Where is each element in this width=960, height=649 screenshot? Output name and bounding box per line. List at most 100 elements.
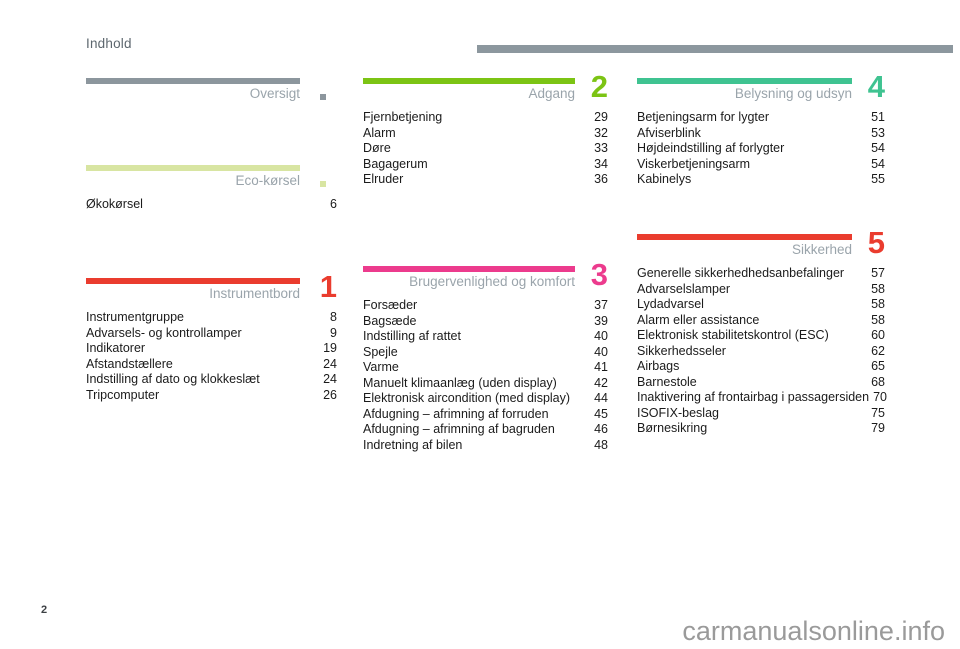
toc-item[interactable]: Tripcomputer 26 <box>86 388 337 404</box>
section-title: Eco-kørsel <box>235 173 300 188</box>
toc-item[interactable]: Højdeindstilling af forlygter 54 <box>637 141 885 157</box>
toc-item-title: Airbags <box>637 359 680 373</box>
toc-item-page: 26 <box>323 387 337 402</box>
toc-item-page: 65 <box>871 359 885 373</box>
section-color-bar <box>637 234 852 240</box>
section-number: 1 <box>319 269 337 304</box>
section-belysning-og-udsyn: 4 Belysning og udsyn Betjeningsarm for l… <box>637 71 885 188</box>
toc-item-title: Advarselslamper <box>637 281 731 296</box>
toc-item[interactable]: Varme 41 <box>363 360 608 376</box>
toc-item-page: 60 <box>871 328 885 342</box>
section-color-bar <box>363 78 575 84</box>
toc-item[interactable]: Elruder 36 <box>363 172 608 188</box>
toc-item-title: Elruder <box>363 172 404 186</box>
toc-item-page: 9 <box>330 325 337 340</box>
toc-item-page: 53 <box>871 125 885 140</box>
toc-item-page: 58 <box>871 281 885 296</box>
toc-item[interactable]: Afdugning – afrimning af forruden 45 <box>363 407 608 423</box>
toc-item[interactable]: Indikatorer 19 <box>86 341 337 357</box>
toc-item-title: Kabinelys <box>637 172 692 186</box>
toc-item[interactable]: Elektronisk stabilitetskontrol (ESC) 60 <box>637 328 885 344</box>
toc-item[interactable]: Kabinelys 55 <box>637 172 885 188</box>
toc-item[interactable]: Airbags 65 <box>637 359 885 375</box>
toc-item-page: 6 <box>330 197 337 211</box>
section-eco-korsel: Eco-kørsel Økokørsel 6 <box>86 165 337 213</box>
toc-item-page: 32 <box>594 125 608 140</box>
toc-item-page: 46 <box>594 422 608 436</box>
toc-item[interactable]: Betjeningsarm for lygter 51 <box>637 110 885 126</box>
toc-item-title: Generelle sikkerhedhedsanbefalinger <box>637 266 845 280</box>
toc-item-title: Fjernbetjening <box>363 110 443 124</box>
toc-item[interactable]: Advarsels- og kontrollamper 9 <box>86 326 337 342</box>
toc-item-page: 36 <box>594 172 608 186</box>
toc-item-page: 33 <box>594 141 608 155</box>
toc-item-title: Manuelt klimaanlæg (uden display) <box>363 375 557 390</box>
toc-item[interactable]: Børnesikring 79 <box>637 421 885 437</box>
toc-item[interactable]: Afviserblink 53 <box>637 126 885 142</box>
section-color-bar <box>86 165 300 171</box>
toc-item-title: Indikatorer <box>86 341 146 355</box>
toc-item[interactable]: Afdugning – afrimning af bagruden 46 <box>363 422 608 438</box>
toc-item[interactable]: Spejle 40 <box>363 345 608 361</box>
toc-item-title: Børnesikring <box>637 421 708 435</box>
toc-item[interactable]: Inaktivering af frontairbag i passagersi… <box>637 390 887 406</box>
toc-item[interactable]: Afstandstællere 24 <box>86 357 337 373</box>
section-color-bar <box>86 78 300 84</box>
toc-item[interactable]: Forsæder 37 <box>363 298 608 314</box>
section-color-bar <box>637 78 852 84</box>
toc-item[interactable]: Viskerbetjeningsarm 54 <box>637 157 885 173</box>
section-sikkerhed: 5 Sikkerhed Generelle sikkerhedhedsanbef… <box>637 227 887 437</box>
toc-item-title: Afviserblink <box>637 125 701 140</box>
toc-item[interactable]: Instrumentgruppe 8 <box>86 310 337 326</box>
toc-item-page: 40 <box>594 344 608 359</box>
toc-item[interactable]: Døre 33 <box>363 141 608 157</box>
toc-item[interactable]: Indretning af bilen 48 <box>363 438 608 454</box>
toc-item[interactable]: Elektronisk aircondition (med display) 4… <box>363 391 608 407</box>
section-title: Belysning og udsyn <box>734 86 852 101</box>
toc-item[interactable]: Bagsæde 39 <box>363 314 608 330</box>
toc-item-page: 24 <box>323 372 337 386</box>
toc-item-page: 45 <box>594 406 608 421</box>
toc-item-page: 62 <box>871 343 885 358</box>
toc-item-page: 41 <box>594 360 608 374</box>
toc-item-title: Døre <box>363 141 391 155</box>
toc-item[interactable]: Manuelt klimaanlæg (uden display) 42 <box>363 376 608 392</box>
toc-item-page: 79 <box>871 421 885 435</box>
toc-item-title: Sikkerhedsseler <box>637 343 726 358</box>
toc-item[interactable]: Indstilling af rattet 40 <box>363 329 608 345</box>
toc-item-page: 75 <box>871 405 885 420</box>
toc-item-title: Elektronisk stabilitetskontrol (ESC) <box>637 328 829 342</box>
toc-item[interactable]: Barnestole 68 <box>637 375 885 391</box>
toc-list: Betjeningsarm for lygter 51 Afviserblink… <box>637 110 885 188</box>
page-title: Indhold <box>86 36 132 51</box>
toc-item-page: 37 <box>594 298 608 312</box>
section-bullet-square <box>320 181 326 187</box>
toc-list: Generelle sikkerhedhedsanbefalinger 57 A… <box>637 266 887 437</box>
toc-item[interactable]: Indstilling af dato og klokkeslæt 24 <box>86 372 337 388</box>
toc-item-page: 40 <box>594 329 608 343</box>
toc-item-page: 8 <box>330 310 337 324</box>
toc-item[interactable]: Lydadvarsel 58 <box>637 297 885 313</box>
section-color-bar <box>86 278 300 284</box>
section-title: Oversigt <box>249 86 300 101</box>
toc-item-title: ISOFIX-beslag <box>637 405 719 420</box>
toc-item[interactable]: Generelle sikkerhedhedsanbefalinger 57 <box>637 266 885 282</box>
section-title: Adgang <box>528 86 575 101</box>
toc-item[interactable]: Økokørsel 6 <box>86 197 337 213</box>
toc-item[interactable]: Fjernbetjening 29 <box>363 110 608 126</box>
toc-item[interactable]: Advarselslamper 58 <box>637 282 885 298</box>
toc-list: Instrumentgruppe 8 Advarsels- og kontrol… <box>86 310 337 403</box>
toc-item-page: 42 <box>594 375 608 390</box>
toc-item-page: 57 <box>871 266 885 280</box>
top-rule-bar <box>477 45 953 53</box>
toc-item[interactable]: Alarm 32 <box>363 126 608 142</box>
toc-item-title: Instrumentgruppe <box>86 310 184 324</box>
toc-item-title: Afstandstællere <box>86 356 173 371</box>
toc-item[interactable]: ISOFIX-beslag 75 <box>637 406 885 422</box>
toc-item[interactable]: Sikkerhedsseler 62 <box>637 344 885 360</box>
toc-item[interactable]: Alarm eller assistance 58 <box>637 313 885 329</box>
section-adgang: 2 Adgang Fjernbetjening 29 Alarm 32 Døre… <box>363 71 608 188</box>
toc-item-page: 19 <box>323 341 337 355</box>
toc-item-page: 55 <box>871 172 885 186</box>
toc-item[interactable]: Bagagerum 34 <box>363 157 608 173</box>
